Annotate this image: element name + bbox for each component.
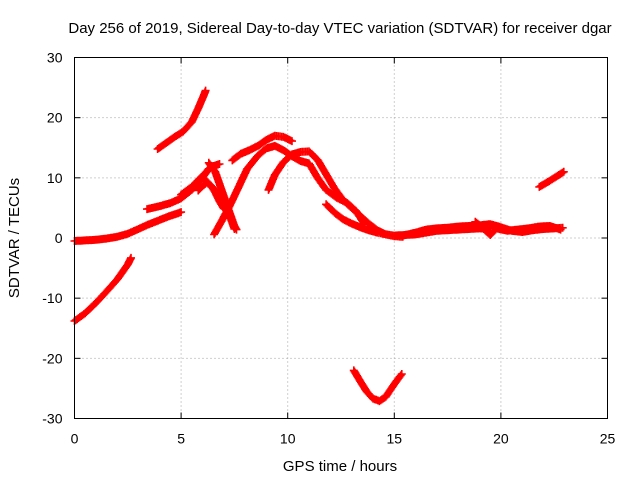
- y-tick-label: -20: [42, 350, 62, 366]
- y-axis-ticks: -30 -20 -10 0 10 20 30: [42, 50, 608, 427]
- plus-markers: [153, 86, 210, 153]
- grid-lines: [74, 57, 608, 419]
- x-tick-label: 0: [71, 431, 79, 447]
- x-tick-label: 25: [600, 431, 616, 447]
- x-tick-label: 20: [493, 431, 509, 447]
- series-arc-15: [349, 366, 406, 406]
- x-tick-label: 15: [387, 431, 403, 447]
- series-arc-5: [153, 86, 210, 153]
- plus-markers: [349, 366, 406, 406]
- plot-frame: [74, 57, 608, 419]
- plus-markers: [471, 217, 565, 239]
- series-arc-11: [264, 147, 407, 241]
- x-tick-label: 10: [280, 431, 296, 447]
- series-arc-1: [70, 253, 135, 325]
- series-arc-16: [535, 167, 568, 191]
- plus-markers: [535, 167, 568, 191]
- series-arc-10: [228, 131, 296, 165]
- x-tick-label: 5: [177, 431, 185, 447]
- plus-markers: [228, 131, 296, 165]
- y-tick-label: 10: [47, 170, 63, 186]
- plus-markers: [264, 147, 407, 241]
- y-tick-label: 30: [47, 50, 63, 66]
- data-points: [70, 86, 568, 406]
- y-tick-label: 20: [47, 110, 63, 126]
- series-arc-14: [471, 217, 565, 239]
- plus-markers: [70, 253, 135, 325]
- chart-title: Day 256 of 2019, Sidereal Day-to-day VTE…: [68, 20, 611, 37]
- series-arc-2: [70, 208, 186, 245]
- y-axis-label: SDTVAR / TECUs: [6, 178, 23, 298]
- y-tick-label: -10: [42, 290, 62, 306]
- y-tick-label: -30: [42, 411, 62, 427]
- x-axis-label: GPS time / hours: [283, 458, 397, 475]
- y-tick-label: 0: [55, 230, 63, 246]
- plus-markers: [70, 208, 186, 245]
- x-axis-ticks: 0 5 10 15 20 25: [71, 57, 616, 447]
